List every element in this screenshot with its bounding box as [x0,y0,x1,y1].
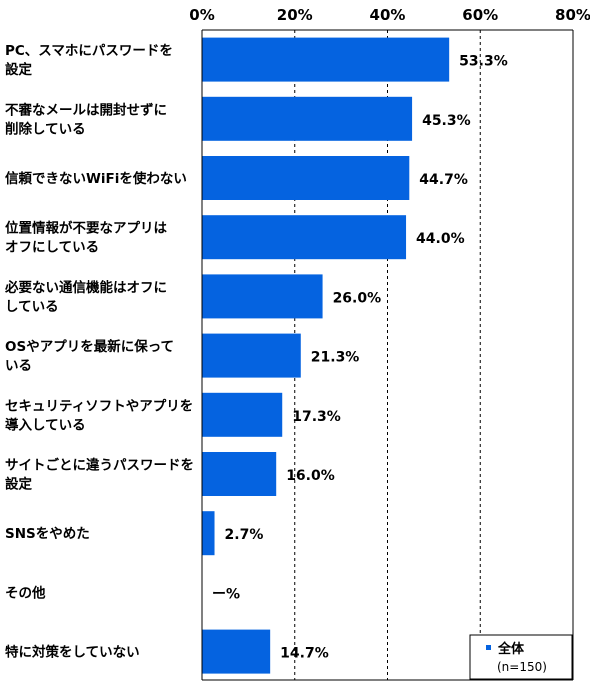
bar [202,215,407,260]
x-tick-label: 80% [555,6,590,24]
legend-box [469,634,573,680]
bar [202,333,301,378]
x-tick-label: 20% [277,6,313,24]
category-label: 信頼できないWiFiを使わない [5,170,187,187]
category-label: 必要ない通信機能はオフにしている [4,279,167,315]
bar [202,511,215,556]
x-tick-label: 60% [462,6,498,24]
axis-layer: 0% 20% 40% 60% 80% [189,6,590,681]
category-label: サイトごとに違うパスワードを設定 [5,457,194,493]
category-label: セキュリティソフトやアプリを導入している [5,398,193,433]
category-label: OSやアプリを最新に保っている [5,338,174,374]
bar [202,156,410,200]
bar [202,96,413,141]
category-label: PC、スマホにパスワードを設定 [5,43,173,78]
legend-note: (n=150) [497,660,547,674]
legend-series-name: 全体 [497,641,525,657]
legend: 全体 (n=150) [469,634,573,680]
bar [202,452,277,496]
bar [202,629,271,674]
label-layer: 53.3% PC、スマホにパスワードを設定 45.3% 不審なメールは開封せずに削除し… [4,43,508,662]
data-label: 26.0% [333,290,382,306]
category-label: 特に対策をしていない [5,644,140,661]
data-label: 53.3% [459,54,508,70]
data-label: ー% [212,586,240,602]
category-label: SNSをやめた [5,526,90,542]
bar [202,392,283,437]
data-label: 44.7% [419,172,468,188]
category-label: 不審なメールは開封せずに削除している [5,101,167,137]
bar [202,37,450,82]
bar [202,274,323,319]
category-label: 位置情報が不要なアプリはオフにしている [5,220,167,256]
data-label: 45.3% [422,113,471,129]
data-label: 21.3% [311,350,360,366]
data-label: 2.7% [225,527,264,543]
bar-layer [202,37,450,674]
x-tick-label: 40% [370,6,406,24]
data-label: 17.3% [292,409,341,425]
category-label: その他 [5,584,46,601]
legend-swatch [486,645,491,650]
data-label: 14.7% [280,646,329,662]
data-label: 44.0% [416,231,465,247]
data-label: 16.0% [286,468,335,484]
x-tick-label: 0% [189,6,214,24]
